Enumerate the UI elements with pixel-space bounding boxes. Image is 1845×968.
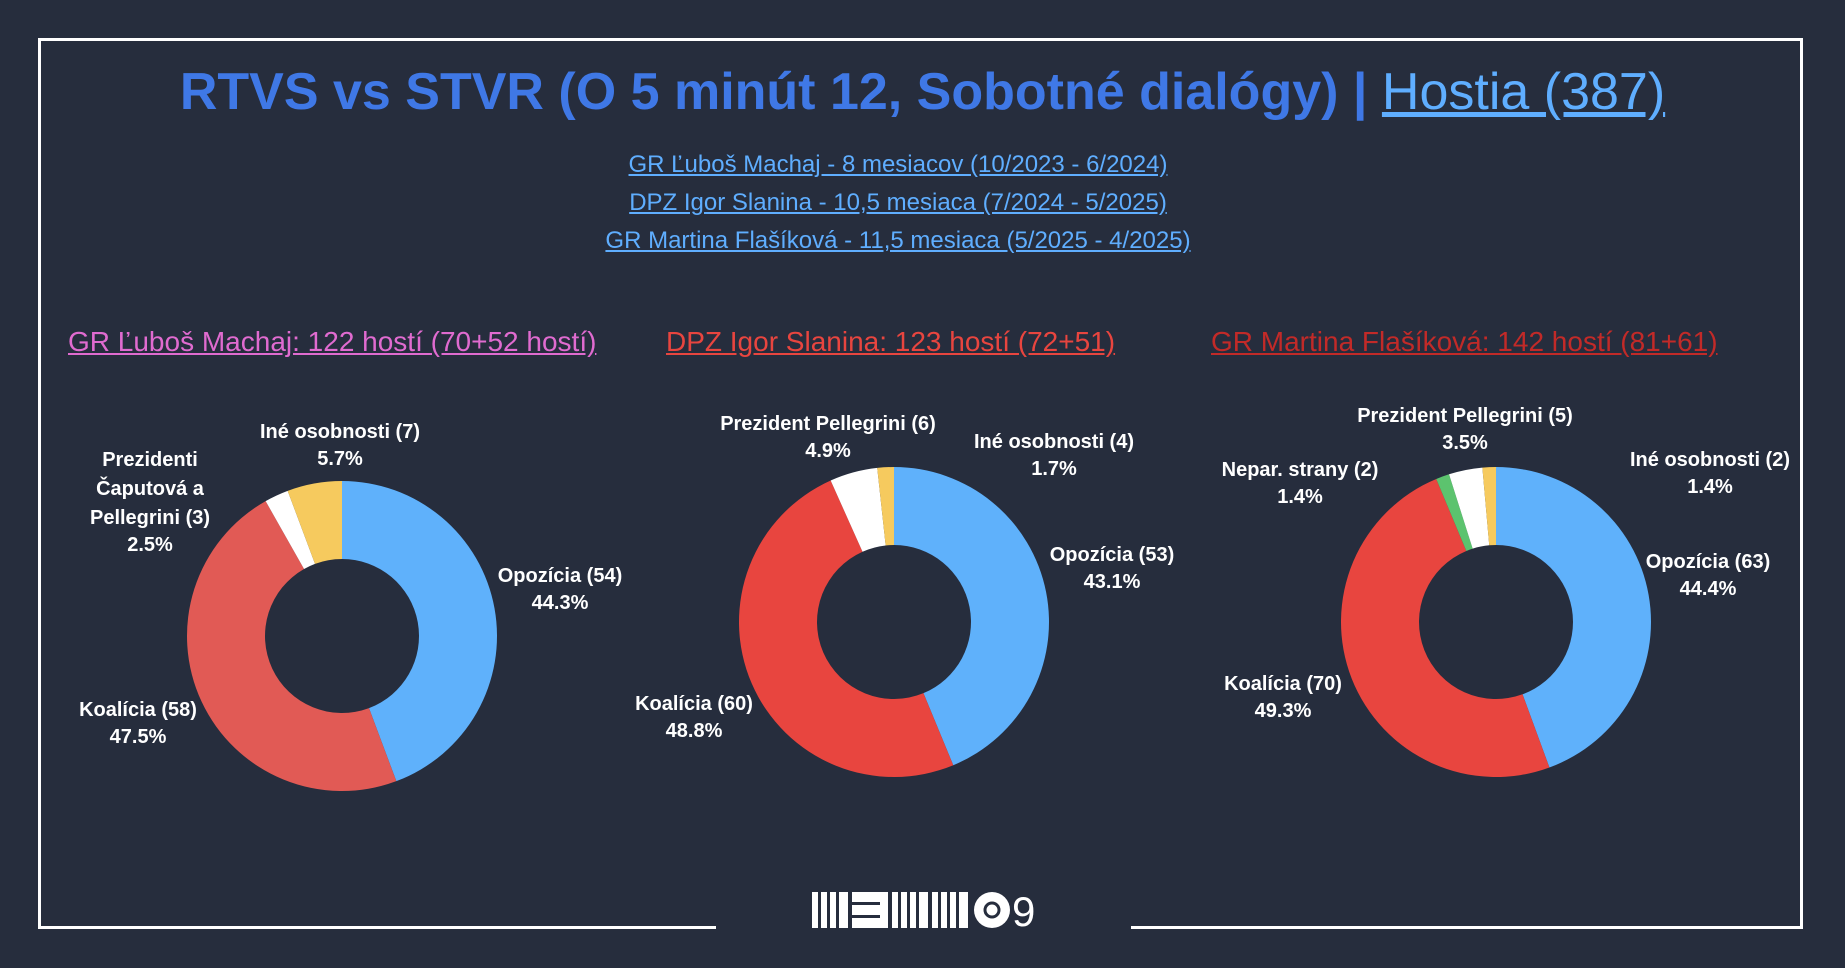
page-title: RTVS vs STVR (O 5 minút 12, Sobotné dial…	[0, 62, 1845, 122]
donut-slice	[1340, 478, 1550, 777]
slice-label: Iné osobnosti (7) 5.7%	[260, 421, 420, 470]
slice-label: Koalícia (70) 49.3%	[1224, 673, 1342, 722]
slice-percent: 44.3%	[532, 592, 589, 614]
slice-label: Prezident Pellegrini (5) 3.5%	[1357, 405, 1573, 454]
slice-percent: 43.1%	[1084, 571, 1141, 593]
slice-percent: 5.7%	[317, 448, 363, 470]
logo-text: 98	[1012, 888, 1036, 934]
subtitle-link-machaj[interactable]: GR Ľuboš Machaj - 8 mesiacov (10/2023 - …	[628, 151, 1168, 178]
slice-percent: 44.4%	[1680, 578, 1737, 600]
donut-slice	[265, 490, 316, 569]
slice-percent: 1.7%	[1031, 458, 1077, 480]
donut-slice	[894, 467, 1049, 766]
donut-slice	[1436, 474, 1473, 551]
slice-percent: 1.4%	[1687, 476, 1733, 498]
subtitle-links: GR Ľuboš Machaj - 8 mesiacov (10/2023 - …	[0, 146, 1796, 260]
title-main: RTVS vs STVR (O 5 minút 12, Sobotné dial…	[179, 63, 1339, 121]
donut-slice	[1496, 467, 1651, 768]
slice-label: Iné osobnosti (4) 1.7%	[974, 431, 1134, 480]
slice-label: Opozícia (54) 44.3%	[498, 565, 622, 614]
slice-percent: 2.5%	[127, 534, 173, 556]
donut-slice	[877, 467, 894, 546]
chart-title-machaj[interactable]: GR Ľuboš Machaj: 122 hostí (70+52 hostí)	[68, 326, 597, 357]
title-separator: |	[1352, 63, 1368, 121]
donut-slice	[187, 501, 397, 791]
subtitle-link-flasikova[interactable]: GR Martina Flašíková - 11,5 mesiaca (5/2…	[605, 227, 1191, 254]
subtitle-link-slanina[interactable]: DPZ Igor Slanina - 10,5 mesiaca (7/2024 …	[629, 189, 1167, 216]
hostia-link[interactable]: Hostia (387)	[1381, 63, 1666, 121]
chart-title-slanina[interactable]: DPZ Igor Slanina: 123 hostí (72+51)	[666, 326, 1116, 357]
slice-label: Koalícia (58) 47.5%	[79, 699, 197, 748]
slice-label: Prezidenti Čaputová a Pellegrini (3) 2.5%	[90, 449, 210, 556]
slice-label: Opozícia (63) 44.4%	[1646, 551, 1770, 600]
slice-label: Prezident Pellegrini (6) 4.9%	[720, 413, 936, 462]
slice-label: Opozícia (53) 43.1%	[1050, 544, 1174, 593]
slice-label: Nepar. strany (2) 1.4%	[1222, 459, 1379, 508]
donut-slice	[342, 481, 497, 782]
border-bottom-left	[38, 926, 716, 929]
slice-percent: 3.5%	[1442, 432, 1488, 454]
slice-label: Iné osobnosti (2) 1.4%	[1630, 449, 1790, 498]
slice-label: Koalícia (60) 48.8%	[635, 693, 753, 742]
border-frame	[38, 38, 1803, 926]
donut-slice	[1482, 467, 1496, 546]
donut-slice	[1449, 467, 1490, 549]
slice-percent: 47.5%	[110, 726, 167, 748]
memo98-logo: 98	[812, 888, 1036, 934]
slice-percent: 1.4%	[1277, 486, 1323, 508]
donut-slice	[738, 480, 954, 778]
slice-percent: 49.3%	[1255, 700, 1312, 722]
donut-slice	[287, 481, 342, 564]
slice-percent: 4.9%	[805, 440, 851, 462]
donut-slice	[830, 467, 886, 552]
slice-percent: 48.8%	[666, 720, 723, 742]
chart-title-flasikova[interactable]: GR Martina Flašíková: 142 hostí (81+61)	[1211, 326, 1718, 357]
border-bottom-right	[1131, 926, 1803, 929]
